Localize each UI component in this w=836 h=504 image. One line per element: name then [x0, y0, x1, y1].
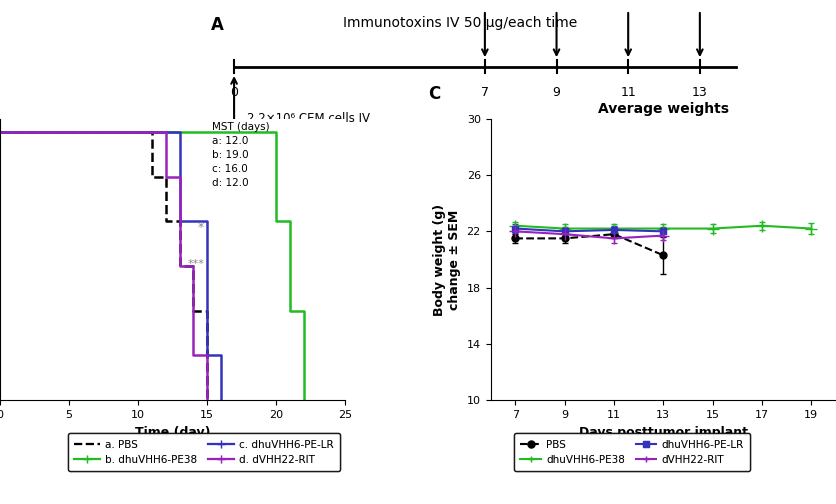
Text: Immunotoxins IV 50 μg/each time: Immunotoxins IV 50 μg/each time [343, 16, 577, 30]
Text: A: A [211, 16, 224, 33]
Text: 2.2×10⁶ CEM cells IV: 2.2×10⁶ CEM cells IV [247, 112, 370, 125]
Text: 7: 7 [481, 86, 489, 99]
Text: C: C [428, 85, 441, 103]
Text: 0: 0 [230, 86, 238, 99]
Text: 13: 13 [692, 86, 708, 99]
Text: 9: 9 [553, 86, 560, 99]
Y-axis label: Body weight (g)
change ± SEM: Body weight (g) change ± SEM [433, 204, 461, 316]
Text: ***: *** [188, 259, 205, 269]
Text: MST (days)
a: 12.0
b: 19.0
c: 16.0
d: 12.0: MST (days) a: 12.0 b: 19.0 c: 16.0 d: 12… [212, 121, 270, 187]
Legend: a. PBS, b. dhuVHH6-PE38, c. dhuVHH6-PE-LR, d. dVHH22-RIT: a. PBS, b. dhuVHH6-PE38, c. dhuVHH6-PE-L… [68, 433, 340, 471]
Legend: PBS, dhuVHH6-PE38, dhuVHH6-PE-LR, dVHH22-RIT: PBS, dhuVHH6-PE38, dhuVHH6-PE-LR, dVHH22… [514, 433, 750, 471]
Text: 11: 11 [620, 86, 636, 99]
X-axis label: Time (day): Time (day) [135, 425, 211, 438]
X-axis label: Days posttumor implant: Days posttumor implant [579, 425, 747, 438]
Title: Average weights: Average weights [598, 102, 729, 116]
Text: *: * [197, 221, 204, 234]
